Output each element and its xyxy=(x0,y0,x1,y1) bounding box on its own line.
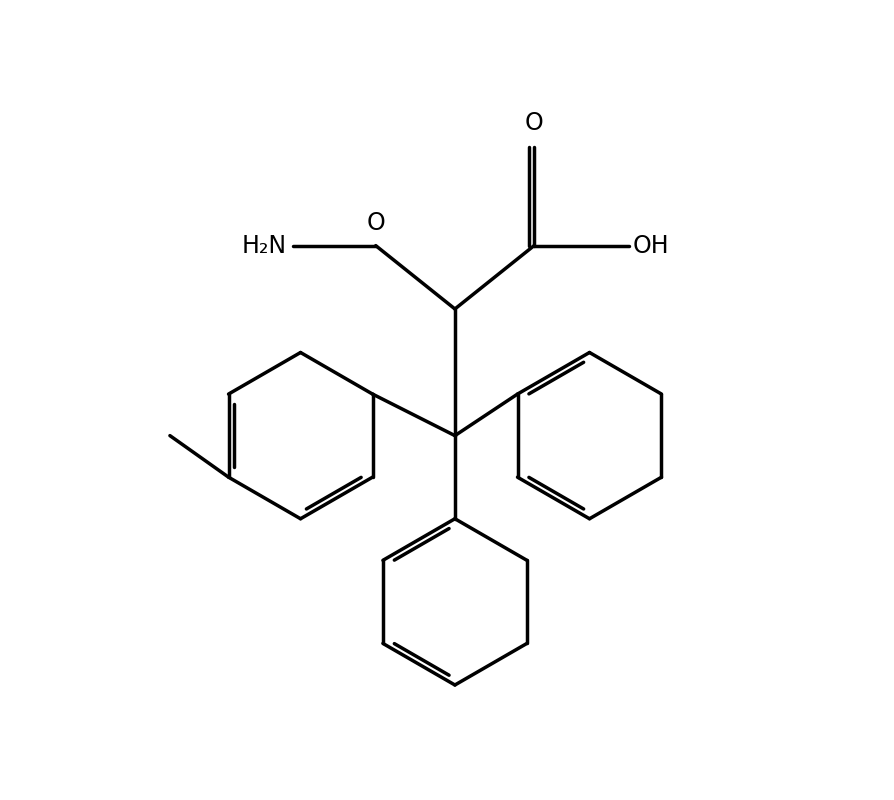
Text: O: O xyxy=(367,211,385,235)
Text: OH: OH xyxy=(633,234,670,258)
Text: H₂N: H₂N xyxy=(241,234,286,258)
Text: O: O xyxy=(525,110,544,134)
